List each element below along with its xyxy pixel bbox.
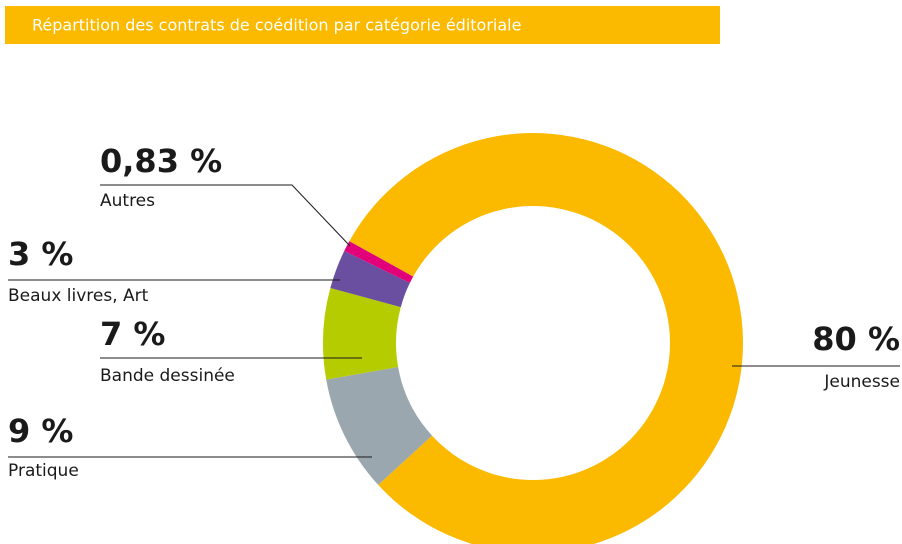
leader-line [100, 184, 351, 247]
category-label: Autres [100, 191, 155, 211]
category-label: Beaux livres, Art [8, 286, 149, 306]
value-label: 80 % [812, 320, 900, 358]
title-bar [5, 6, 720, 44]
donut-slice [344, 241, 414, 283]
donut-slice [323, 287, 401, 380]
value-label: 3 % [8, 235, 73, 273]
chart-title: Répartition des contrats de coédition pa… [32, 16, 521, 35]
donut-slice [349, 133, 743, 544]
category-label: Jeunesse [823, 372, 900, 392]
value-label: 7 % [100, 315, 165, 353]
value-label: 9 % [8, 412, 73, 450]
donut-slice [330, 250, 410, 308]
category-label: Bande dessinée [100, 366, 235, 386]
category-label: Pratique [8, 461, 79, 481]
value-label: 0,83 % [100, 142, 222, 180]
donut-slice [326, 366, 433, 485]
